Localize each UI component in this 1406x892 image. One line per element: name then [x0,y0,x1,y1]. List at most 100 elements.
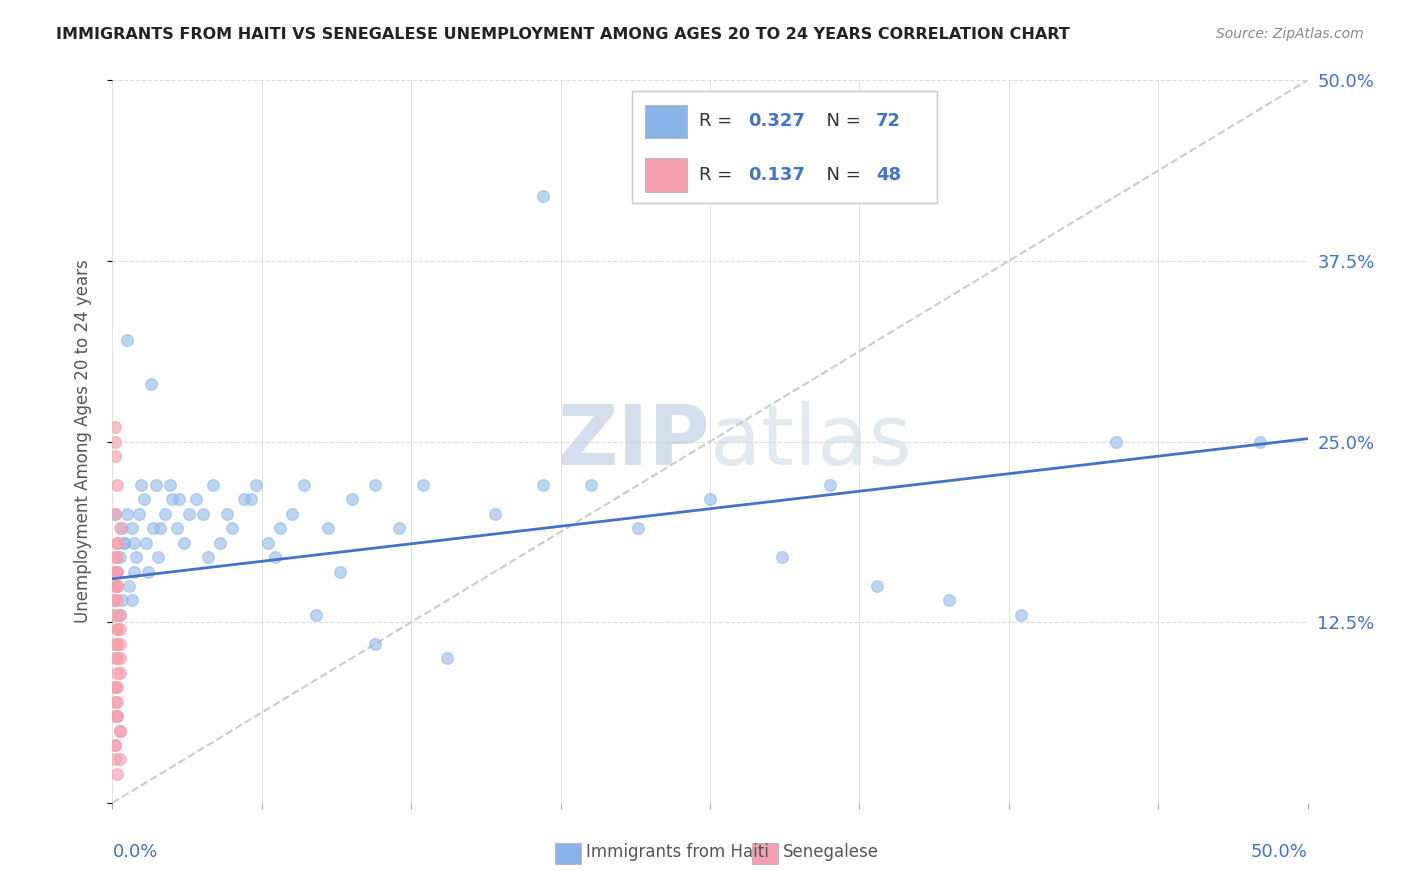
Point [122,535,145,549]
Point [412,478,434,492]
Point [105,535,128,549]
Point [128,507,150,521]
Point [105,651,128,665]
Point [104,565,127,579]
Point [108,607,131,622]
Point [105,637,128,651]
Point [169,492,191,507]
Point [162,492,183,507]
Point [108,723,131,738]
Point [104,695,127,709]
Point [114,535,135,549]
Point [125,550,148,565]
Point [770,550,793,565]
Point [122,565,145,579]
Point [938,593,960,607]
Point [149,521,172,535]
Point [866,579,889,593]
Point [329,565,352,579]
Point [105,579,128,593]
Point [104,607,127,622]
Point [166,521,188,535]
Point [193,507,215,521]
Point [104,507,127,521]
Point [138,565,160,579]
Point [104,449,127,463]
Text: Immigrants from Haiti: Immigrants from Haiti [586,843,769,861]
Point [173,535,195,549]
Point [292,478,315,492]
Point [105,565,128,579]
Point [104,507,127,521]
Point [105,579,128,593]
Text: Source: ZipAtlas.com: Source: ZipAtlas.com [1216,27,1364,41]
Text: 50.0%: 50.0% [1251,843,1308,861]
Point [104,637,127,651]
Point [105,579,128,593]
Point [201,478,224,492]
Point [153,507,176,521]
Point [257,535,280,549]
Point [245,478,267,492]
Point [104,651,127,665]
Point [221,521,243,535]
Bar [752,843,778,864]
Point [627,521,650,535]
Point [104,752,127,766]
Point [115,507,138,521]
Point [111,521,134,535]
Point [436,651,458,665]
Point [364,637,387,651]
Point [146,550,169,565]
Point [132,492,155,507]
Point [108,637,131,651]
Point [1249,434,1271,449]
Point [197,550,219,565]
Point [114,535,135,549]
Point [108,521,131,535]
Point [105,623,128,637]
Point [108,550,131,565]
Point [105,680,128,694]
Point [108,665,131,680]
Point [316,521,339,535]
Point [111,593,134,607]
Point [104,738,127,752]
Text: IMMIGRANTS FROM HAITI VS SENEGALESE UNEMPLOYMENT AMONG AGES 20 TO 24 YEARS CORRE: IMMIGRANTS FROM HAITI VS SENEGALESE UNEM… [56,27,1070,42]
Point [104,593,127,607]
Point [159,478,181,492]
Point [104,680,127,694]
Point [104,738,127,752]
Point [105,709,128,723]
Point [104,434,127,449]
Point [105,767,128,781]
Point [145,478,167,492]
Point [240,492,263,507]
Point [108,752,131,766]
Point [105,478,128,492]
Point [121,521,143,535]
Point [264,550,287,565]
Point [484,507,506,521]
Point [1105,434,1128,449]
Point [105,695,128,709]
Point [105,550,128,565]
Point [269,521,291,535]
Point [233,492,256,507]
Point [1010,607,1032,622]
Text: 0.0%: 0.0% [112,843,157,861]
Point [105,709,128,723]
Point [104,565,127,579]
Text: ZIP: ZIP [558,401,710,482]
Point [531,478,554,492]
Point [142,521,165,535]
Point [115,334,138,348]
Point [104,420,127,434]
Point [108,623,131,637]
Point [118,579,141,593]
Point [121,593,143,607]
Point [104,579,127,593]
Point [340,492,363,507]
Text: atlas: atlas [710,401,911,482]
Point [388,521,411,535]
